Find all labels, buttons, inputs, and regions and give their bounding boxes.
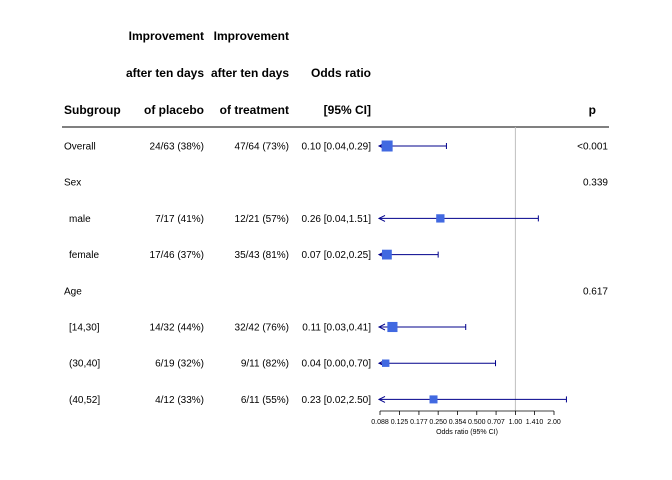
header-p: p	[589, 103, 596, 117]
treatment-cell: 35/43 (81%)	[235, 250, 289, 261]
x-tick-label: 0.125	[391, 419, 409, 426]
ci-arrow-left	[377, 395, 386, 403]
x-tick-label: 0.088	[371, 419, 389, 426]
header-or: [95% CI]	[324, 103, 371, 117]
p-value-cell: 0.617	[583, 286, 608, 297]
p-value-cell: <0.001	[577, 142, 608, 153]
table-rows: Overall 24/63 (38%) 47/64 (73%) 0.10 [0.04,…	[64, 142, 608, 406]
odds-ratio-cell: 0.26 [0.04,1.51]	[301, 214, 371, 225]
x-tick-label: 0.707	[487, 419, 505, 426]
ci-marks	[377, 140, 567, 404]
point-estimate	[436, 214, 445, 223]
p-value-cell: 0.339	[583, 178, 608, 189]
placebo-cell: 7/17 (41%)	[155, 214, 204, 225]
x-axis-label: Odds ratio (95% CI)	[436, 429, 498, 436]
row-label: female	[69, 250, 99, 261]
x-tick-label: 0.354	[449, 419, 467, 426]
x-tick-label: 1.410	[526, 419, 544, 426]
treatment-cell: 9/11 (82%)	[241, 359, 289, 370]
header-placebo: after ten days	[126, 66, 204, 80]
row-label: (40,52]	[69, 395, 100, 406]
point-estimate	[429, 395, 438, 404]
row-label: Sex	[64, 178, 81, 189]
point-estimate	[381, 140, 393, 152]
x-tick-label: 0.177	[410, 419, 428, 426]
point-estimate	[382, 359, 390, 367]
row-label: [14,30]	[69, 323, 100, 334]
x-axis: 0.088 0.125 0.177 0.250 0.354 0.500 0.707 1.00 1…	[371, 410, 561, 436]
treatment-cell: 12/21 (57%)	[235, 214, 289, 225]
odds-ratio-cell: 0.23 [0.02,2.50]	[301, 395, 371, 406]
point-estimate	[382, 249, 392, 260]
x-tick-label: 0.250	[429, 419, 447, 426]
x-tick-label: 2.00	[547, 419, 561, 426]
row-label: male	[69, 214, 91, 225]
point-estimate	[387, 321, 398, 333]
ci-arrow-left	[377, 323, 386, 331]
header-placebo: of placebo	[144, 103, 204, 117]
x-tick-label: 0.500	[468, 419, 486, 426]
placebo-cell: 4/12 (33%)	[155, 395, 204, 406]
header-or: Odds ratio	[311, 66, 371, 80]
header-treatment: Improvement	[214, 29, 289, 43]
placebo-cell: 14/32 (44%)	[150, 323, 204, 334]
treatment-cell: 6/11 (55%)	[241, 395, 289, 406]
header-treatment: of treatment	[220, 103, 289, 117]
row-label: Age	[64, 286, 82, 297]
column-headers: Subgroup Improvement after ten days of plac…	[64, 29, 596, 117]
header-treatment: after ten days	[211, 66, 289, 80]
header-placebo: Improvement	[129, 29, 204, 43]
treatment-cell: 32/42 (76%)	[235, 323, 289, 334]
x-tick-label: 1.00	[509, 419, 523, 426]
odds-ratio-cell: 0.10 [0.04,0.29]	[301, 142, 371, 153]
row-label: Overall	[64, 142, 96, 153]
odds-ratio-cell: 0.11 [0.03,0.41]	[302, 323, 371, 334]
odds-ratio-cell: 0.04 [0.00,0.70]	[301, 359, 371, 370]
placebo-cell: 6/19 (32%)	[155, 359, 204, 370]
placebo-cell: 24/63 (38%)	[150, 142, 204, 153]
ci-arrow-left	[377, 214, 386, 222]
header-subgroup: Subgroup	[64, 103, 121, 117]
placebo-cell: 17/46 (37%)	[150, 250, 204, 261]
odds-ratio-cell: 0.07 [0.02,0.25]	[301, 250, 371, 261]
row-label: (30,40]	[69, 359, 100, 370]
treatment-cell: 47/64 (73%)	[235, 142, 289, 153]
